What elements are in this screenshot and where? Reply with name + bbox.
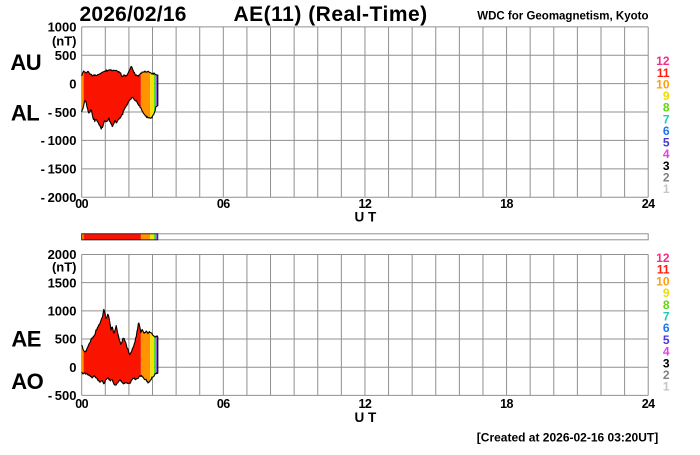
svg-text:11: 11 bbox=[657, 66, 670, 80]
svg-text:12: 12 bbox=[656, 54, 670, 68]
svg-text:0: 0 bbox=[69, 76, 76, 91]
svg-text:6: 6 bbox=[663, 124, 670, 138]
svg-text:- 1000: - 1000 bbox=[41, 133, 77, 148]
svg-text:1000: 1000 bbox=[48, 20, 77, 35]
svg-text:8: 8 bbox=[663, 101, 670, 115]
svg-text:24: 24 bbox=[642, 397, 655, 411]
svg-text:6: 6 bbox=[663, 321, 670, 335]
svg-text:8: 8 bbox=[663, 298, 670, 312]
svg-text:1000: 1000 bbox=[48, 304, 77, 319]
svg-text:4: 4 bbox=[663, 345, 670, 359]
svg-text:7: 7 bbox=[663, 112, 670, 126]
svg-text:2: 2 bbox=[663, 170, 670, 184]
svg-text:4: 4 bbox=[663, 147, 670, 161]
svg-text:[Created at 2026-02-16 03:20UT: [Created at 2026-02-16 03:20UT] bbox=[477, 430, 658, 444]
svg-text:5: 5 bbox=[663, 136, 670, 150]
svg-text:AU: AU bbox=[10, 50, 41, 75]
svg-text:2000: 2000 bbox=[48, 247, 77, 262]
svg-text:0: 0 bbox=[69, 360, 76, 375]
svg-text:18: 18 bbox=[500, 197, 513, 211]
svg-text:U T: U T bbox=[355, 410, 378, 425]
svg-text:5: 5 bbox=[663, 333, 670, 347]
svg-text:WDC for Geomagnetism, Kyoto: WDC for Geomagnetism, Kyoto bbox=[477, 10, 648, 22]
svg-text:AL: AL bbox=[11, 100, 39, 125]
svg-text:1: 1 bbox=[663, 182, 670, 196]
svg-text:3: 3 bbox=[663, 159, 670, 173]
svg-text:1: 1 bbox=[663, 380, 670, 394]
svg-text:24: 24 bbox=[642, 197, 655, 211]
svg-text:9: 9 bbox=[663, 89, 670, 103]
svg-text:10: 10 bbox=[656, 274, 670, 288]
svg-text:500: 500 bbox=[55, 48, 77, 63]
svg-text:1500: 1500 bbox=[48, 275, 77, 290]
svg-text:7: 7 bbox=[663, 310, 670, 324]
svg-text:- 500: - 500 bbox=[48, 388, 77, 403]
svg-text:500: 500 bbox=[55, 332, 77, 347]
svg-text:06: 06 bbox=[217, 197, 230, 211]
svg-text:18: 18 bbox=[500, 397, 513, 411]
svg-text:AE: AE bbox=[11, 326, 41, 351]
svg-text:AE(11) (Real-Time): AE(11) (Real-Time) bbox=[234, 3, 428, 26]
svg-text:12: 12 bbox=[358, 197, 371, 211]
svg-text:2: 2 bbox=[663, 368, 670, 382]
svg-text:- 2000: - 2000 bbox=[41, 190, 77, 205]
svg-text:2026/02/16: 2026/02/16 bbox=[80, 3, 187, 26]
svg-text:(nT): (nT) bbox=[52, 34, 77, 49]
svg-text:U T: U T bbox=[355, 210, 378, 225]
svg-text:00: 00 bbox=[75, 397, 88, 411]
svg-text:3: 3 bbox=[663, 356, 670, 370]
svg-text:12: 12 bbox=[656, 251, 670, 265]
svg-text:10: 10 bbox=[656, 77, 670, 91]
svg-text:00: 00 bbox=[75, 197, 88, 211]
svg-text:AO: AO bbox=[11, 369, 43, 394]
svg-text:06: 06 bbox=[217, 397, 230, 411]
svg-text:- 500: - 500 bbox=[48, 105, 77, 120]
svg-text:(nT): (nT) bbox=[52, 260, 77, 275]
svg-text:11: 11 bbox=[657, 263, 670, 277]
svg-text:12: 12 bbox=[358, 397, 371, 411]
svg-text:9: 9 bbox=[663, 286, 670, 300]
svg-text:- 1500: - 1500 bbox=[41, 162, 77, 177]
